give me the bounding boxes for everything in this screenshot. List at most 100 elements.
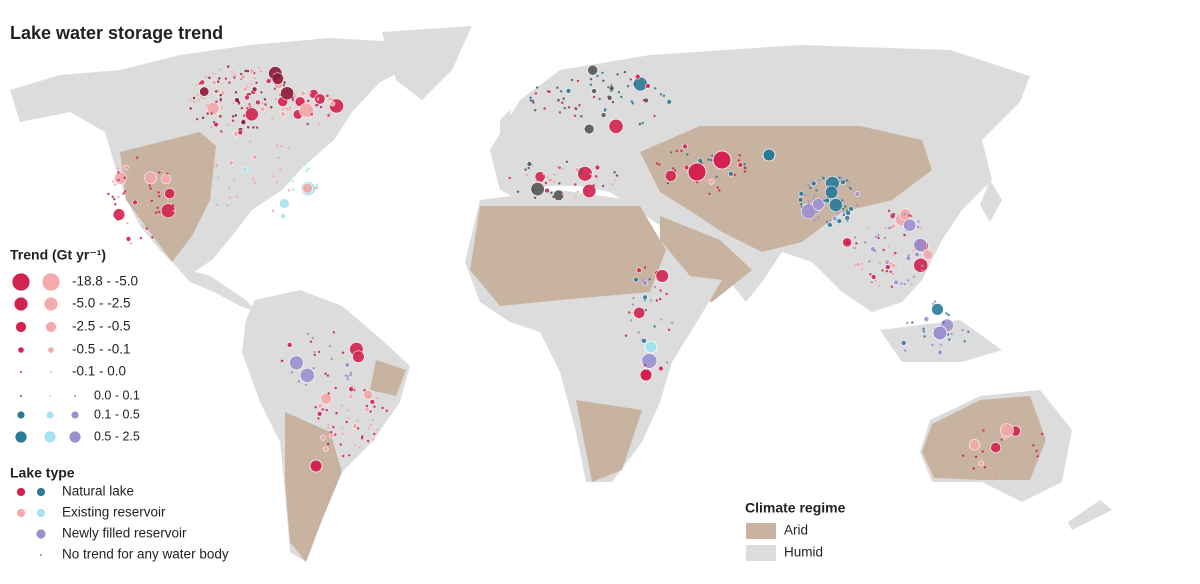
lake-dot — [840, 177, 844, 180]
lake-dot — [164, 187, 176, 200]
lake-dot — [573, 114, 577, 118]
lake-dot — [636, 267, 642, 274]
lake-dot — [367, 427, 370, 430]
lake-dot — [326, 426, 330, 430]
lake-dot — [968, 439, 981, 451]
lake-dot — [261, 186, 264, 189]
lake-dot — [319, 105, 323, 109]
lake-dot — [214, 198, 217, 202]
lake-dot — [680, 149, 683, 153]
legend-title: Trend (Gt yr⁻¹) — [10, 247, 106, 263]
lake-dot — [214, 90, 218, 93]
lake-dot — [309, 459, 323, 473]
lake-dot — [546, 176, 549, 179]
lake-dot — [892, 212, 896, 216]
lake-dot — [226, 123, 229, 126]
lake-dot — [642, 279, 645, 282]
lake-dot — [348, 393, 354, 400]
lake-dot — [328, 97, 331, 101]
lake-dot — [911, 321, 914, 324]
lake-dot — [313, 351, 316, 354]
lake-dot — [616, 73, 619, 76]
lake-dot — [172, 209, 175, 212]
lake-dot — [237, 129, 244, 136]
lake-dot — [327, 423, 330, 427]
lake-dot — [826, 184, 829, 187]
lake-dot — [983, 466, 987, 469]
lake-dot — [150, 199, 153, 203]
lake-dot — [263, 98, 267, 101]
lake-dot — [899, 222, 902, 226]
lake-dot — [644, 308, 647, 312]
lake-dot — [594, 164, 601, 171]
legend-symbol — [73, 394, 77, 398]
lake-dot — [316, 98, 320, 102]
lake-dot — [923, 316, 930, 322]
lake-dot — [195, 84, 198, 87]
lake-dot — [708, 179, 715, 185]
lake-dot — [151, 213, 155, 216]
legend-symbol — [16, 487, 26, 497]
lake-dot — [116, 218, 120, 221]
lake-dot — [557, 99, 560, 102]
lake-dot — [548, 179, 551, 182]
lake-dot — [166, 198, 169, 201]
lake-dot — [561, 101, 564, 104]
lake-dot — [306, 332, 310, 335]
lake-dot — [653, 285, 657, 289]
legend-title: Climate regime — [745, 500, 846, 516]
lake-dot — [670, 151, 673, 154]
legend-symbol — [11, 272, 31, 292]
arid-swatch — [746, 523, 776, 539]
lake-dot — [694, 182, 697, 186]
lake-dot — [707, 158, 710, 161]
lake-dot — [271, 72, 284, 85]
lake-dot — [348, 386, 354, 393]
lake-dot — [317, 122, 321, 126]
legend-symbol — [35, 528, 47, 540]
lake-dot — [914, 251, 921, 258]
lake-dot — [889, 270, 892, 273]
lake-dot — [335, 412, 338, 415]
lake-dot — [291, 188, 294, 191]
lake-dot — [809, 186, 812, 190]
lake-dot — [123, 176, 127, 179]
lake-dot — [540, 179, 543, 182]
lake-dot — [341, 432, 344, 435]
lake-dot — [371, 418, 374, 422]
lake-dot — [265, 78, 272, 84]
lake-dot — [271, 75, 275, 78]
trend-class-label: -5.0 - -2.5 — [72, 296, 131, 311]
lake-dot — [937, 349, 943, 356]
lake-dot — [961, 328, 964, 332]
lake-dot — [1023, 432, 1026, 436]
lake-dot — [817, 216, 820, 219]
lake-dot — [615, 174, 619, 177]
lake-dot — [812, 198, 825, 211]
lake-dot — [679, 191, 682, 194]
legend-symbol — [14, 430, 28, 444]
lake-dot — [321, 408, 324, 411]
lake-dot — [113, 183, 117, 186]
lake-dot — [334, 386, 337, 390]
lake-dot — [261, 101, 264, 105]
lake-dot — [132, 186, 136, 189]
lake-dot — [591, 88, 597, 94]
lake-dot — [114, 203, 117, 206]
lake-dot — [188, 98, 192, 102]
lake-dot — [842, 211, 846, 214]
lake-dot — [883, 236, 887, 240]
lake-dot — [220, 90, 226, 96]
lake-dot — [242, 166, 248, 173]
lake-dot — [798, 190, 805, 197]
lake-dot — [149, 187, 152, 190]
lake-dot — [315, 104, 318, 107]
lake-dot — [248, 183, 251, 186]
lake-dot — [931, 343, 934, 347]
lake-dot — [189, 107, 192, 110]
lake-dot — [807, 200, 810, 203]
lake-dot — [117, 167, 120, 170]
lake-dot — [715, 175, 718, 178]
lake-dot — [269, 77, 273, 81]
lake-dot — [227, 65, 230, 68]
